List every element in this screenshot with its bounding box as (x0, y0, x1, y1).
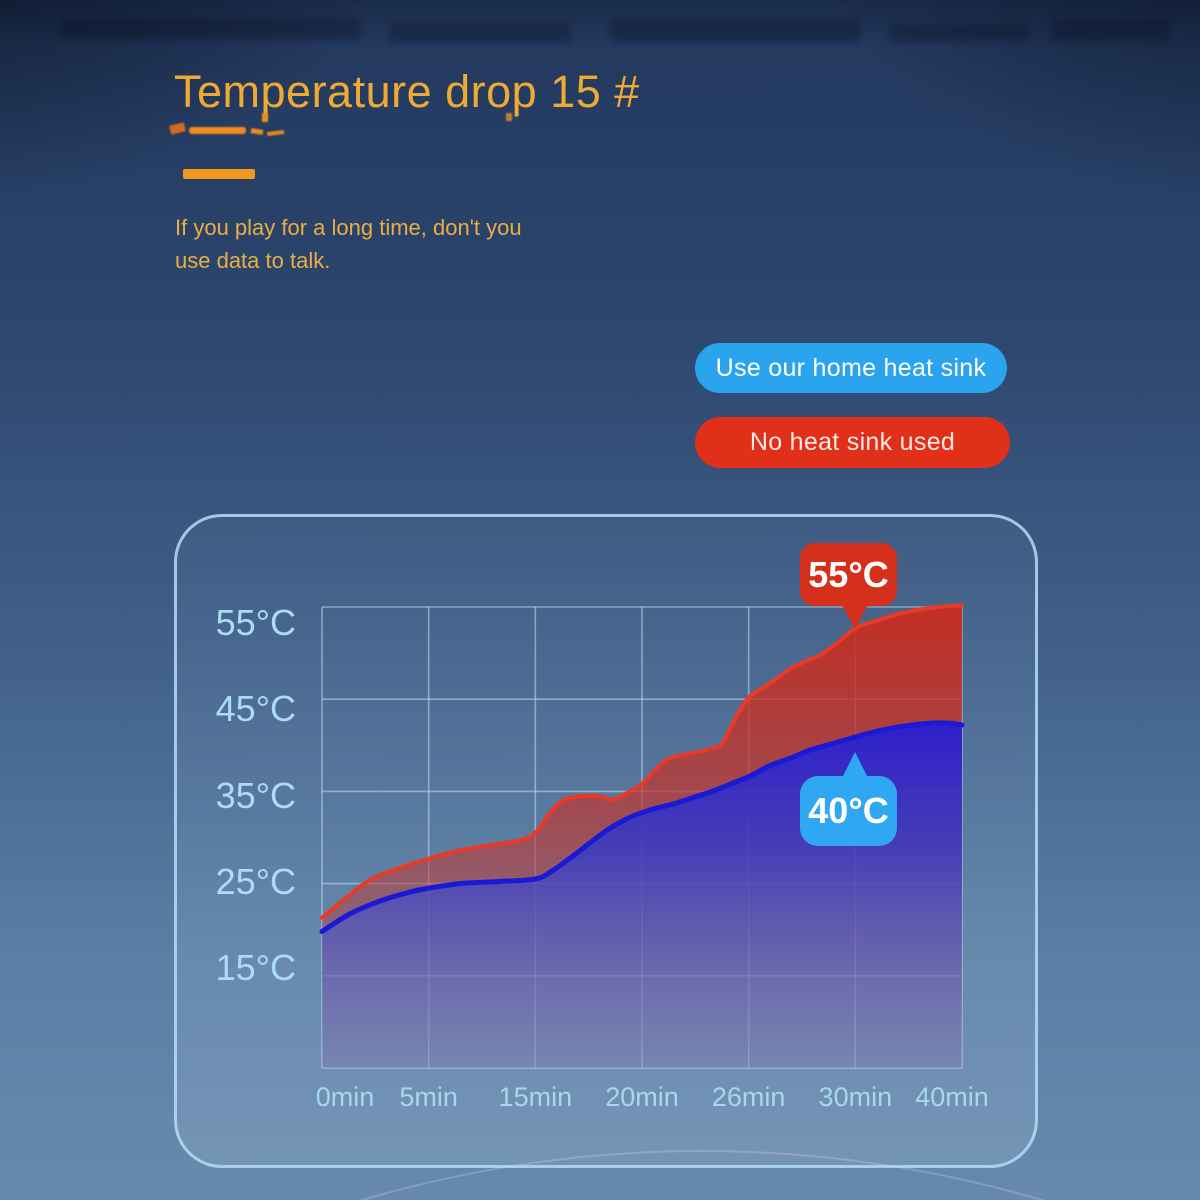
top-artifact (60, 18, 360, 40)
title-smudge (189, 127, 246, 134)
x-axis-label: 15min (498, 1082, 573, 1112)
x-axis-label: 20min (605, 1082, 679, 1112)
page-title: Temperature drop 15 # (174, 66, 640, 117)
x-axis-label: 30min (818, 1082, 893, 1112)
y-axis-label: 25°C (215, 860, 296, 902)
max-temp-callout-red: 55°C (800, 543, 897, 606)
legend-heatsink-button[interactable]: Use our home heat sink (695, 343, 1007, 393)
x-axis-label: 26min (711, 1082, 786, 1112)
title-smudge (250, 128, 264, 135)
red-callout-tail (841, 603, 869, 629)
y-axis-label: 45°C (215, 688, 296, 730)
x-axis-label: 0min (315, 1082, 375, 1112)
title-smudge (169, 122, 186, 135)
blue-callout-tail (842, 752, 868, 778)
legend-no-heatsink-button[interactable]: No heat sink used (695, 417, 1010, 468)
subtitle-line-2: use data to talk. (175, 248, 331, 273)
top-artifact (1050, 20, 1170, 42)
subtitle-line-1: If you play for a long time, don't you (175, 215, 522, 240)
top-artifact (610, 18, 860, 42)
x-axis-label: 40min (915, 1082, 989, 1112)
title-underline-bar (183, 169, 255, 179)
title-smudge (506, 113, 512, 121)
subtitle: If you play for a long time, don't you u… (175, 211, 522, 277)
top-artifact (390, 22, 570, 42)
legend-no-heatsink-label: No heat sink used (749, 428, 956, 456)
y-axis-label: 55°C (215, 602, 296, 643)
top-artifact (890, 24, 1030, 42)
y-axis-label: 15°C (215, 947, 296, 989)
chart-panel (174, 514, 1038, 1168)
red-callout-value: 55°C (808, 553, 889, 595)
blue-callout-value: 40°C (808, 790, 889, 831)
y-axis-label: 35°C (215, 774, 296, 816)
x-axis-label: 5min (399, 1082, 458, 1112)
title-smudge (262, 113, 268, 122)
legend-heatsink-label: Use our home heat sink (715, 353, 987, 382)
title-smudge (266, 129, 285, 137)
top-artifact-strip (0, 0, 1200, 48)
max-temp-callout-blue: 40°C (800, 776, 897, 846)
